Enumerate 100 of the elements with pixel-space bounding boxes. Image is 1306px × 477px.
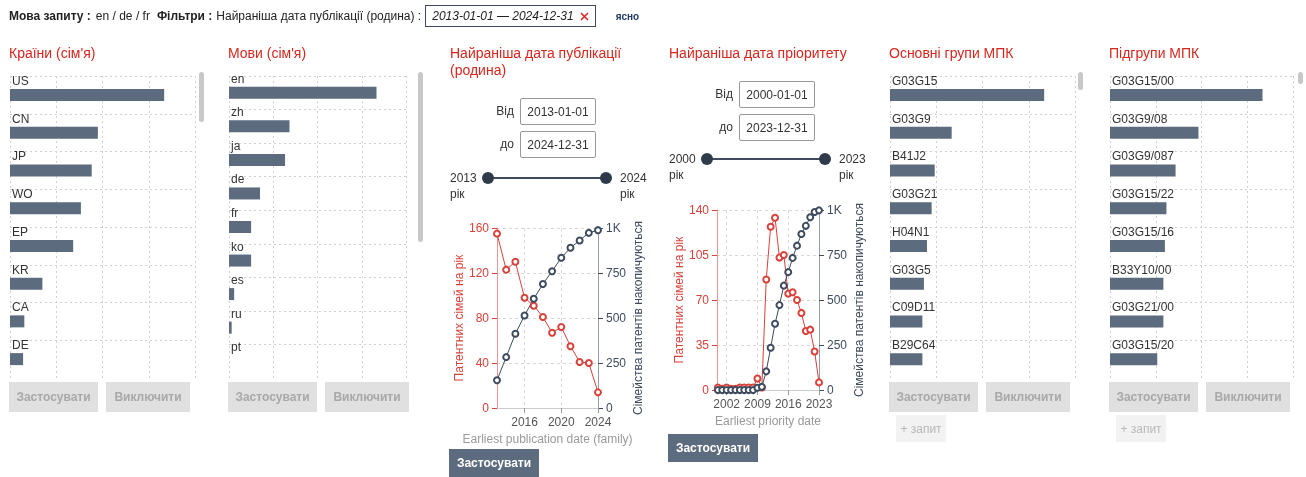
bar: [10, 126, 98, 139]
button: Виключити: [986, 382, 1070, 412]
bar: [10, 88, 165, 101]
point: [810, 347, 819, 356]
point: [806, 325, 815, 334]
chart-title: Основні групи МПК: [889, 45, 1015, 62]
y-tick-label: ru: [231, 306, 242, 321]
button: Застосувати: [1109, 382, 1198, 412]
y-tick-label: 160: [468, 221, 490, 235]
point: [797, 229, 806, 238]
y-tick-label: B29C64: [892, 338, 936, 353]
y-tick-label: 140: [688, 203, 710, 217]
point: [797, 308, 806, 317]
y-tick-label: G03G9: [892, 111, 932, 126]
bar: [1110, 88, 1263, 101]
y-tick-label: G03G15: [892, 73, 938, 88]
y-tick-label: G03G5: [892, 262, 932, 277]
y2-tick-label: 750: [606, 266, 627, 281]
point: [793, 241, 802, 250]
point: [594, 388, 602, 397]
y-tick-label: JP: [12, 149, 27, 164]
x-tick-label: 2016: [511, 415, 539, 430]
point: [529, 294, 538, 303]
point: [529, 301, 538, 310]
y-tick-label: pt: [231, 340, 242, 355]
button: Застосувати: [9, 382, 98, 412]
y-tick-label: KR: [12, 262, 29, 277]
x-tick-label: 2023: [805, 397, 833, 412]
bar: [890, 315, 923, 328]
y-tick-label: G03G15/22: [1112, 187, 1175, 202]
chart-title: Мови (сім'я): [228, 45, 308, 62]
button: Виключити: [106, 382, 190, 412]
chart-title: Підгрупи МПК: [1109, 45, 1201, 62]
y-tick-label: G03G9/08: [1112, 111, 1168, 126]
bar: [1110, 126, 1199, 139]
y2-tick-label: 750: [827, 248, 848, 263]
y-tick-label: 35: [695, 338, 710, 353]
point: [538, 280, 547, 289]
text: 2023 рік: [839, 151, 867, 183]
point: [784, 268, 793, 277]
point: [511, 257, 520, 266]
point: [557, 323, 566, 332]
point: [779, 281, 788, 290]
bar: [1110, 239, 1165, 252]
point: [762, 275, 771, 284]
y2-axis-title: Сімейства патентів накопичуються: [852, 203, 866, 398]
date-field: 2023-12-31: [739, 114, 815, 141]
y-tick-label: 0: [482, 401, 490, 416]
bar: [1110, 353, 1158, 366]
point: [493, 229, 501, 238]
bar: [10, 353, 24, 366]
y-tick-label: H04N1: [892, 224, 930, 239]
y-axis-title: Патентних сімей на рік: [672, 235, 687, 364]
bar: [10, 277, 43, 290]
chart-title: Найраніша дата пріоритету: [669, 45, 848, 62]
button: + запит: [896, 415, 946, 442]
y2-tick-label: 250: [606, 356, 627, 371]
point: [788, 253, 797, 262]
point: [771, 213, 780, 222]
y-tick-label: de: [231, 172, 245, 187]
point: [548, 328, 557, 337]
x-tick-label: 2009: [744, 397, 772, 412]
button: Застосувати: [228, 382, 317, 412]
y-tick-label: 70: [695, 293, 710, 308]
text: ясно: [615, 10, 640, 22]
filter-field: 2013-01-01 — 2024-12-31: [425, 5, 596, 27]
point: [502, 265, 511, 274]
bar: [890, 164, 935, 177]
bar: [229, 153, 286, 166]
y-tick-label: G03G21: [892, 187, 938, 202]
bar: [890, 353, 923, 366]
y-tick-label: US: [12, 73, 29, 88]
bar: [229, 254, 252, 267]
point: [520, 311, 529, 320]
bar: [1110, 164, 1176, 177]
point: [766, 343, 775, 352]
y-tick-label: G03G15/16: [1112, 224, 1175, 239]
text: до: [718, 120, 733, 134]
y-tick-label: 80: [475, 311, 490, 326]
bar: [10, 239, 74, 252]
point: [566, 342, 575, 351]
y-tick-label: B33Y10/00: [1112, 262, 1172, 277]
point: [511, 329, 520, 338]
point: [520, 293, 529, 302]
y-tick-label: EP: [12, 224, 29, 239]
text: Найраніша дата публікації (родина) :: [216, 9, 422, 23]
y2-tick-label: 250: [827, 338, 848, 353]
bar: [229, 120, 290, 133]
bar: [229, 321, 232, 334]
y-tick-label: G03G15/00: [1112, 73, 1175, 88]
y2-tick-label: 1K: [827, 203, 842, 217]
y-tick-label: G03G15/20: [1112, 338, 1175, 353]
point: [779, 251, 788, 260]
bar: [10, 315, 25, 328]
point: [801, 221, 810, 230]
point: [575, 357, 584, 366]
x-tick-label: 2024: [584, 415, 612, 430]
button: Виключити: [1206, 382, 1290, 412]
y-tick-label: G03G9/087: [1112, 149, 1175, 164]
point: [806, 213, 815, 222]
